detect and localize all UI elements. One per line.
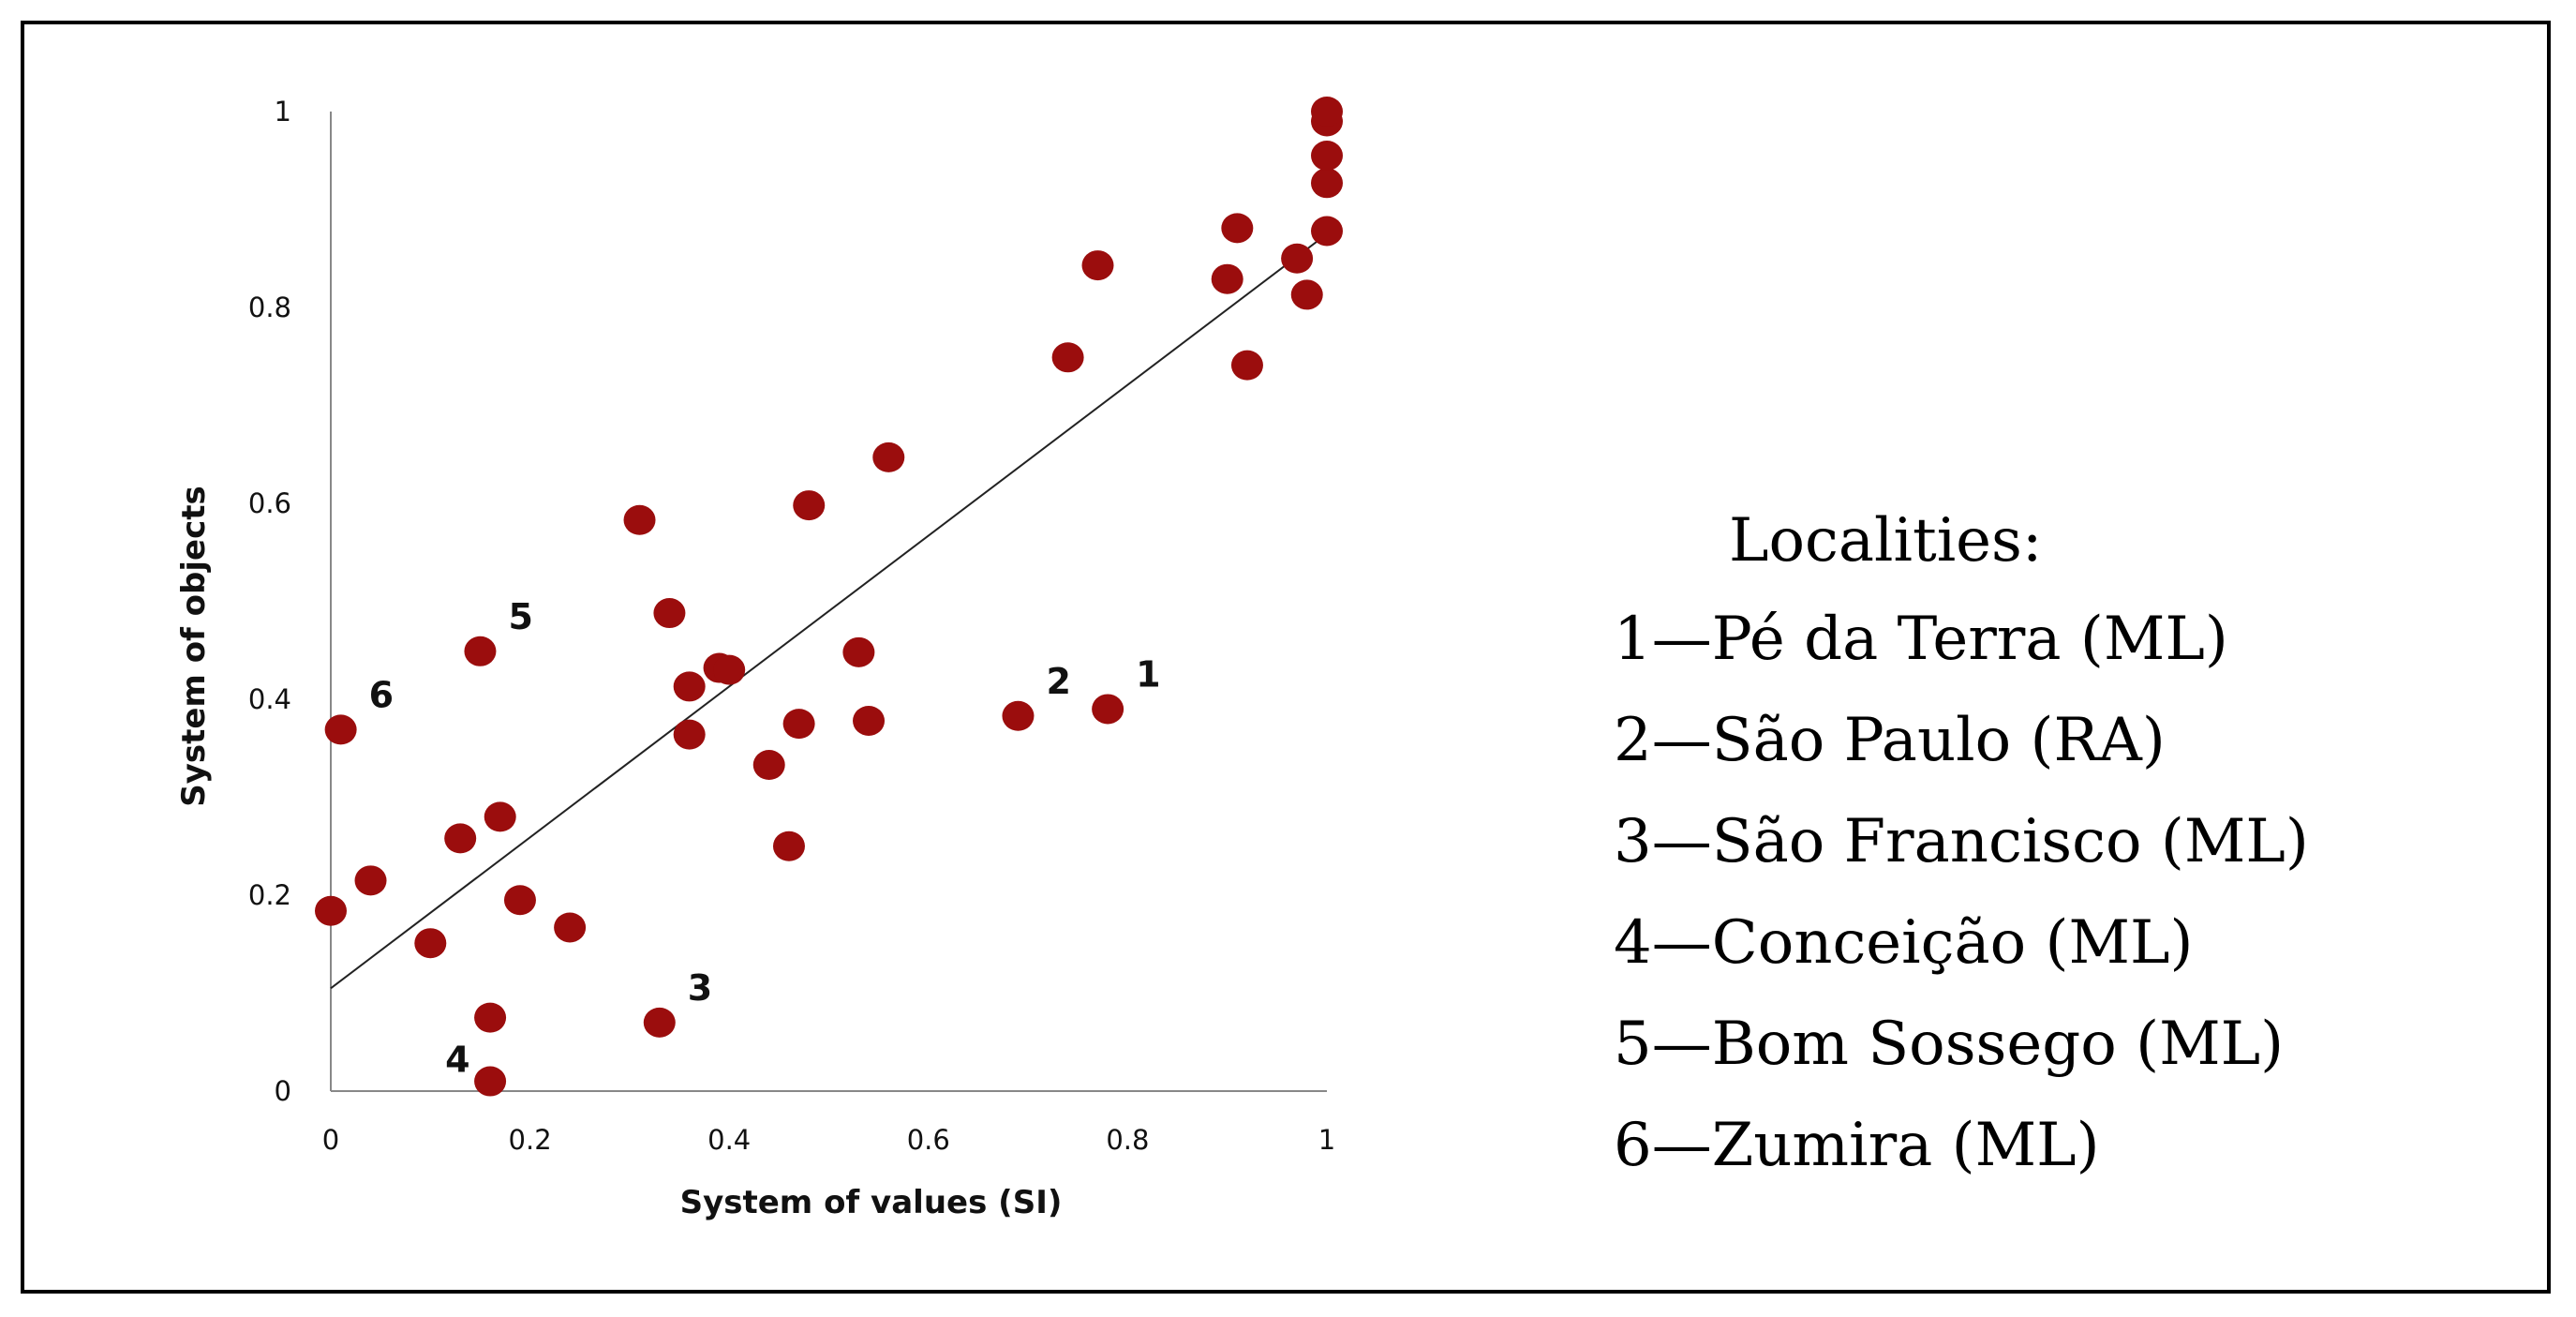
- point-label: 2: [1046, 661, 1070, 702]
- data-point: [1311, 216, 1343, 247]
- legend-item: 5—Bom Sossego (ML): [1614, 1010, 2285, 1079]
- point-labels: 1 2 3 4 5 6: [369, 596, 1161, 1081]
- legend-item: 3—São Francisco (ML): [1614, 807, 2309, 876]
- data-point: [793, 490, 826, 521]
- x-tick-label: 0: [322, 1124, 339, 1156]
- y-tick-label: 0.2: [248, 879, 291, 911]
- data-point: [354, 865, 387, 896]
- point-label: 6: [369, 674, 394, 715]
- x-tick-label: 0.4: [707, 1124, 751, 1156]
- y-tick-label: 0.6: [248, 487, 291, 519]
- y-axis-title: System of objects: [175, 486, 213, 807]
- y-tick-label: 0: [275, 1075, 291, 1107]
- data-point: [1230, 350, 1263, 381]
- data-point: [1281, 243, 1314, 274]
- data-point: [1092, 694, 1124, 725]
- data-point: [752, 750, 785, 781]
- data-point: [444, 823, 477, 854]
- data-point: [772, 831, 805, 861]
- data-point: [1311, 97, 1343, 127]
- axes: [330, 112, 1327, 1092]
- data-point: [464, 636, 497, 666]
- data-point: [853, 705, 886, 736]
- point-label: 4: [445, 1040, 469, 1081]
- data-point: [1051, 342, 1084, 373]
- legend-item: 6—Zumira (ML): [1614, 1111, 2100, 1180]
- legend-item: 2—São Paulo (RA): [1614, 706, 2166, 775]
- point-label: 1: [1136, 653, 1160, 695]
- data-point: [474, 1002, 507, 1033]
- data-point: [1221, 213, 1254, 244]
- data-point: [1311, 141, 1343, 172]
- x-tick-label: 0.6: [907, 1124, 950, 1156]
- x-tick-label: 1: [1318, 1124, 1335, 1156]
- data-point: [673, 671, 706, 702]
- data-point: [673, 719, 706, 750]
- data-point: [782, 709, 815, 740]
- data-point: [484, 801, 516, 832]
- data-point: [643, 1007, 676, 1038]
- data-point: [713, 654, 746, 685]
- data-point: [1311, 168, 1343, 199]
- point-label: 3: [688, 967, 712, 1009]
- x-axis-title: System of values (SI): [680, 1184, 1063, 1221]
- data-point: [842, 636, 875, 667]
- x-tick-label: 0.2: [509, 1124, 552, 1156]
- trendline: [330, 232, 1328, 990]
- y-tick-labels: 0 0.2 0.4 0.6 0.8 1: [248, 96, 291, 1107]
- point-label: 5: [508, 596, 532, 637]
- data-point: [872, 441, 905, 472]
- legend-item: 4—Conceição (ML): [1614, 908, 2194, 978]
- data-point: [1081, 250, 1114, 281]
- data-points: [315, 97, 1343, 1097]
- data-point: [324, 714, 357, 745]
- y-tick-label: 0.4: [248, 683, 291, 715]
- x-tick-labels: 0 0.2 0.4 0.6 0.8 1: [322, 1124, 1335, 1156]
- data-point: [1002, 700, 1035, 731]
- data-point: [474, 1066, 507, 1097]
- data-point: [653, 598, 686, 629]
- legend-title: Localities:: [1729, 506, 2043, 576]
- y-tick-label: 1: [275, 96, 291, 127]
- x-tick-label: 0.8: [1106, 1124, 1149, 1156]
- y-tick-label: 0.8: [248, 292, 291, 323]
- figure-frame: [21, 21, 2551, 1294]
- data-point: [503, 885, 536, 916]
- data-point: [1290, 279, 1323, 310]
- data-point: [623, 504, 656, 535]
- data-point: [1211, 263, 1243, 294]
- data-point: [554, 912, 587, 943]
- data-point: [414, 928, 447, 959]
- data-point: [315, 895, 347, 926]
- legend-item: 1—Pé da Terra (ML): [1614, 605, 2228, 674]
